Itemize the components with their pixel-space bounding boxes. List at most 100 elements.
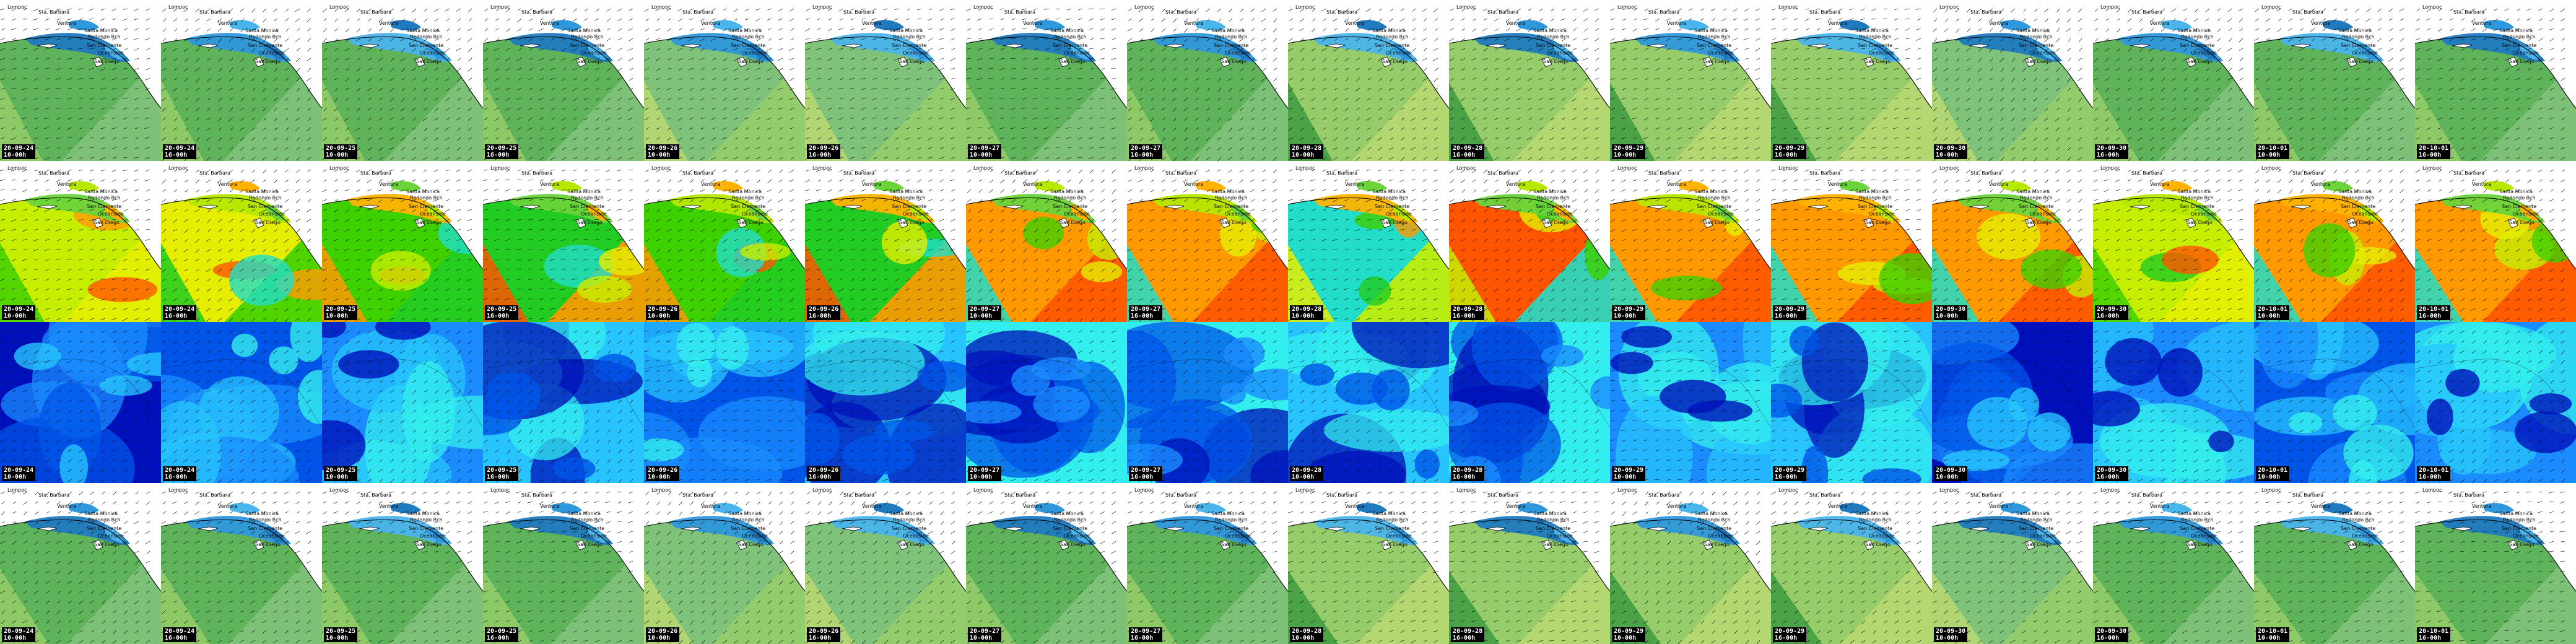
map-tile-wave-height-8[interactable]: Sta. Barbara Ventura Santa Monica Redondo B… <box>1127 0 1288 161</box>
direction-arrow <box>1905 48 1910 51</box>
direction-arrow <box>251 157 256 160</box>
direction-arrow <box>757 58 761 61</box>
direction-arrow <box>124 28 128 30</box>
direction-arrow <box>273 238 278 243</box>
direction-arrow <box>123 209 128 212</box>
direction-arrow <box>988 107 994 110</box>
direction-arrow <box>561 28 567 32</box>
direction-arrow <box>2171 8 2177 12</box>
direction-arrow <box>1449 67 1455 71</box>
map-tile-wind-speed-1[interactable]: Sta. Barbara Ventura Santa Monica Redondo B… <box>0 161 161 322</box>
direction-arrow <box>917 8 922 11</box>
nearshore-region <box>25 33 130 63</box>
direction-arrow <box>1744 8 1749 12</box>
island <box>2291 43 2312 48</box>
direction-arrow <box>539 87 544 91</box>
map-tile-wave-height-2[interactable]: Sta. Barbara Ventura Santa Monica Redondo B… <box>161 0 322 161</box>
direction-arrow <box>1067 58 1072 60</box>
direction-arrow <box>2550 67 2554 71</box>
direction-arrow <box>2034 127 2038 131</box>
direction-arrow <box>1183 157 1188 160</box>
direction-arrow <box>456 67 461 72</box>
direction-arrow <box>690 87 694 90</box>
direction-arrow <box>2366 28 2371 32</box>
direction-arrow <box>2067 107 2071 112</box>
direction-arrow <box>240 58 245 63</box>
direction-arrow <box>2399 8 2404 12</box>
direction-arrow <box>174 97 178 101</box>
direction-arrow <box>0 228 6 232</box>
direction-arrow <box>1772 18 1777 20</box>
direction-arrow <box>163 18 167 22</box>
place-label: Oceanside <box>98 50 124 56</box>
map-tile-wave-height-11[interactable]: Sta. Barbara Ventura Santa Monica Redondo B… <box>1610 0 1771 161</box>
direction-arrow <box>252 298 256 302</box>
direction-arrow <box>2471 97 2476 101</box>
map-tile-wave-height-9[interactable]: Sta. Barbara Ventura Santa Monica Redondo B… <box>1288 0 1449 161</box>
direction-arrow <box>56 288 61 290</box>
direction-arrow <box>1805 77 1810 80</box>
direction-arrow <box>123 58 128 60</box>
direction-arrow <box>378 127 383 130</box>
direction-arrow <box>1549 137 1555 140</box>
direction-arrow <box>2172 77 2177 81</box>
direction-arrow <box>2482 58 2487 61</box>
map-tile-wave-height-13[interactable]: Sta. Barbara Ventura Santa Monica Redondo B… <box>1932 0 2093 161</box>
direction-arrow <box>617 199 622 201</box>
timestamp-label: 20-09-27 16-00h <box>1129 144 1163 159</box>
map-tile-wave-height-10[interactable]: Sta. Barbara Ventura Santa Monica Redondo B… <box>1449 0 1610 161</box>
direction-arrow <box>433 308 439 312</box>
direction-arrow <box>1805 18 1810 21</box>
map-tile-wave-height-6[interactable]: Sta. Barbara Ventura Santa Monica Redondo B… <box>805 0 966 161</box>
place-label: San Clemente <box>87 43 122 48</box>
direction-arrow <box>401 157 406 160</box>
direction-arrow <box>928 18 933 21</box>
map-tile-wind-speed-5[interactable]: Sta. Barbara Ventura Santa Monica Redondo B… <box>644 161 805 322</box>
map-tile-wave-height-15[interactable]: Sta. Barbara Ventura Santa Monica Redondo B… <box>2254 0 2415 161</box>
map-tile-wind-speed-4[interactable]: Sta. Barbara Ventura Santa Monica Redondo B… <box>483 161 644 322</box>
map-tile-wave-height-1[interactable]: Sta. Barbara Ventura Santa Monica Redondo B… <box>0 0 161 161</box>
direction-arrow <box>1744 97 1749 100</box>
map-tile-wave-height-4[interactable]: Sta. Barbara Ventura Santa Monica Redondo B… <box>483 0 644 161</box>
direction-arrow <box>1206 147 1211 151</box>
direction-arrow <box>1011 137 1016 139</box>
place-label: Lompoc <box>2261 4 2281 10</box>
direction-arrow <box>390 308 394 311</box>
direction-arrow <box>538 189 544 191</box>
direction-arrow <box>228 298 233 302</box>
direction-arrow <box>988 67 994 69</box>
direction-arrow <box>2266 107 2271 111</box>
direction-arrow <box>1633 77 1638 80</box>
direction-arrow <box>839 67 844 70</box>
direction-arrow <box>606 58 611 61</box>
direction-arrow <box>295 189 300 193</box>
direction-arrow <box>1595 28 1599 31</box>
direction-arrow <box>468 87 472 92</box>
direction-arrow <box>134 219 139 222</box>
direction-arrow <box>55 28 61 30</box>
direction-arrow <box>2321 137 2326 140</box>
direction-arrow <box>2150 28 2154 32</box>
direction-arrow <box>251 77 256 81</box>
direction-arrow <box>1771 48 1777 50</box>
map-tile-wave-height-7[interactable]: Sta. Barbara Ventura Santa Monica Redondo B… <box>966 0 1127 161</box>
map-tile-wave-height-5[interactable]: Sta. Barbara Ventura Santa Monica Redondo B… <box>644 0 805 161</box>
map-tile-wave-height-12[interactable]: Sta. Barbara Ventura Santa Monica Redondo B… <box>1771 0 1932 161</box>
place-label: Lompoc <box>973 4 993 10</box>
map-tile-wave-height-16[interactable]: Sta. Barbara Ventura Santa Monica Redondo B… <box>2415 0 2576 161</box>
direction-arrow <box>1333 18 1338 22</box>
direction-arrow <box>45 137 50 139</box>
map-tile-wave-height-3[interactable]: Sta. Barbara Ventura Santa Monica Redondo B… <box>322 0 483 161</box>
direction-arrow <box>424 127 428 131</box>
direction-arrow <box>1793 38 1799 40</box>
direction-arrow <box>367 48 372 51</box>
direction-arrow <box>295 38 300 42</box>
direction-arrow <box>11 219 17 222</box>
direction-arrow <box>1299 28 1305 31</box>
map-tile-wind-speed-3[interactable]: Sta. Barbara Ventura Santa Monica Redondo B… <box>322 161 483 322</box>
direction-arrow <box>484 117 489 120</box>
direction-arrow <box>1677 8 1682 11</box>
direction-arrow <box>583 248 589 251</box>
map-tile-wave-height-14[interactable]: Sta. Barbara Ventura Santa Monica Redondo B… <box>2093 0 2254 161</box>
map-tile-wind-speed-2[interactable]: Sta. Barbara Ventura Santa Monica Redondo B… <box>161 161 322 322</box>
